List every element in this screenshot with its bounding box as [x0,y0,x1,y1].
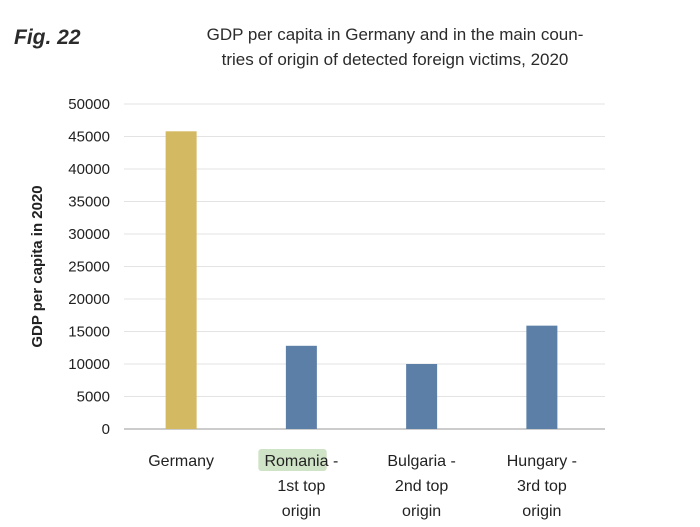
x-category-label: 2nd top [395,478,448,495]
y-tick-label: 15000 [68,324,110,341]
x-category-label: Germany [148,453,214,470]
y-tick-label: 0 [102,421,110,438]
y-tick-label: 50000 [68,96,110,113]
x-category-label: Bulgaria - [387,453,455,470]
bar [165,131,197,430]
bar [526,325,558,429]
x-category-label: origin [402,503,441,520]
y-tick-label: 45000 [68,129,110,146]
y-tick-label: 20000 [68,291,110,308]
y-axis-label: GDP per capita in 2020 [29,185,46,347]
category-highlight [258,449,327,471]
x-category-label: Romania - [264,453,338,470]
y-tick-label: 30000 [68,226,110,243]
bar [285,345,317,429]
chart-title-line-1: GDP per capita in Germany and in the mai… [206,25,584,44]
x-category-label: 1st top [277,478,325,495]
chart-title: GDP per capita in Germany and in the mai… [160,22,630,72]
x-category-label: 3rd top [517,478,567,495]
y-tick-label: 35000 [68,194,110,211]
y-tick-label: 5000 [77,389,110,406]
y-tick-label: 10000 [68,356,110,373]
figure-label: Fig. 22 [14,26,81,49]
x-category-label: origin [522,503,561,520]
y-tick-label: 25000 [68,259,110,276]
chart-title-line-2: tries of origin of detected foreign vict… [221,50,569,69]
x-category-label: Hungary - [507,453,577,470]
x-category-label: origin [282,503,321,520]
bar [406,364,438,429]
y-tick-label: 40000 [68,161,110,178]
